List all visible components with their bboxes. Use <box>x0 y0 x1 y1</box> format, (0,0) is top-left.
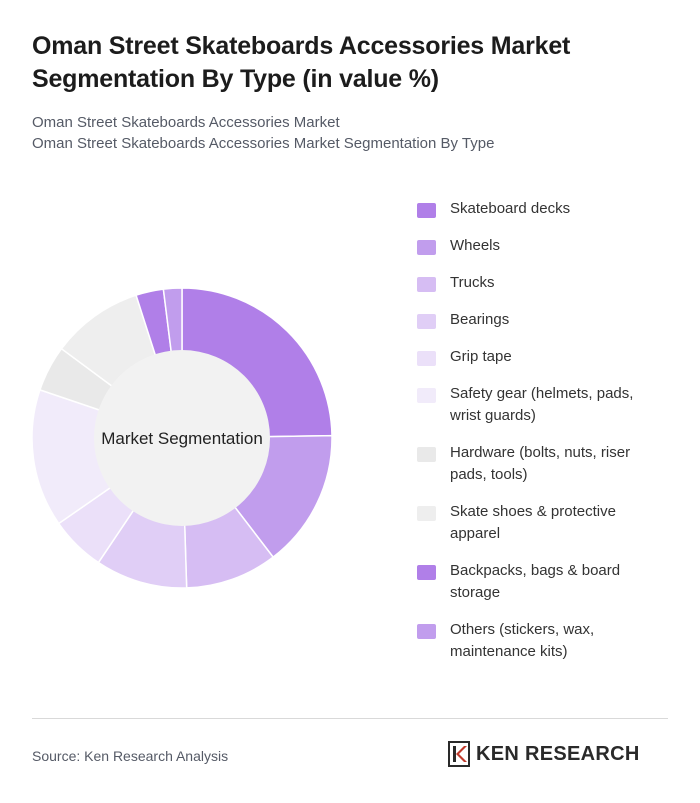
source-note: Source: Ken Research Analysis <box>32 748 229 764</box>
legend-label: Bearings <box>450 311 510 328</box>
legend-swatch <box>417 240 436 255</box>
donut-chart: Market Segmentation <box>22 280 342 600</box>
legend-label: Grip tape <box>450 348 512 365</box>
donut-chart-svg: Market Segmentation <box>31 287 333 589</box>
donut-center <box>94 350 270 526</box>
legend-label: Backpacks, bags & board storage <box>450 562 621 601</box>
ken-research-logo-icon <box>448 741 470 767</box>
legend-item: Skate shoes & protective apparel <box>417 501 687 545</box>
legend-swatch <box>417 351 436 366</box>
legend-label: Skateboard decks <box>450 200 571 217</box>
subtitle-line-2: Oman Street Skateboards Accessories Mark… <box>32 135 495 152</box>
legend-label: Trucks <box>450 274 495 291</box>
legend-item: Skateboard decks <box>417 198 687 220</box>
legend-item: Wheels <box>417 235 687 257</box>
legend-item: Backpacks, bags & board storage <box>417 560 687 604</box>
legend-swatch <box>417 447 436 462</box>
legend-swatch <box>417 203 436 218</box>
footer-divider <box>32 718 668 719</box>
legend-item: Grip tape <box>417 346 687 368</box>
subtitle-line-1: Oman Street Skateboards Accessories Mark… <box>32 114 340 131</box>
legend-item: Trucks <box>417 272 687 294</box>
legend-item: Others (stickers, wax, maintenance kits) <box>417 619 687 663</box>
legend-swatch <box>417 565 436 580</box>
legend-label: Skate shoes & protective apparel <box>450 503 616 542</box>
ken-research-logo: KEN RESEARCH <box>448 741 640 767</box>
legend-label: Hardware (bolts, nuts, riser pads, tools… <box>450 444 631 483</box>
legend-swatch <box>417 506 436 521</box>
ken-research-logo-text: KEN RESEARCH <box>476 742 640 765</box>
legend-label: Wheels <box>450 237 501 254</box>
legend-item: Bearings <box>417 309 687 331</box>
legend-swatch <box>417 388 436 403</box>
chart-legend: Skateboard decks Wheels Trucks Bearings Grip… <box>417 198 687 678</box>
donut-center-label: Market Segmentation <box>101 429 263 448</box>
legend-label: Safety gear (helmets, pads, wrist guards… <box>450 385 634 424</box>
page-title: Oman Street Skateboards Accessories Mark… <box>32 32 571 93</box>
subtitle: Oman Street Skateboards Accessories Mark… <box>32 112 672 154</box>
legend-item: Safety gear (helmets, pads, wrist guards… <box>417 383 687 427</box>
legend-item: Hardware (bolts, nuts, riser pads, tools… <box>417 442 687 486</box>
legend-label: Others (stickers, wax, maintenance kits) <box>450 621 595 660</box>
legend-swatch <box>417 314 436 329</box>
legend-swatch <box>417 624 436 639</box>
legend-swatch <box>417 277 436 292</box>
